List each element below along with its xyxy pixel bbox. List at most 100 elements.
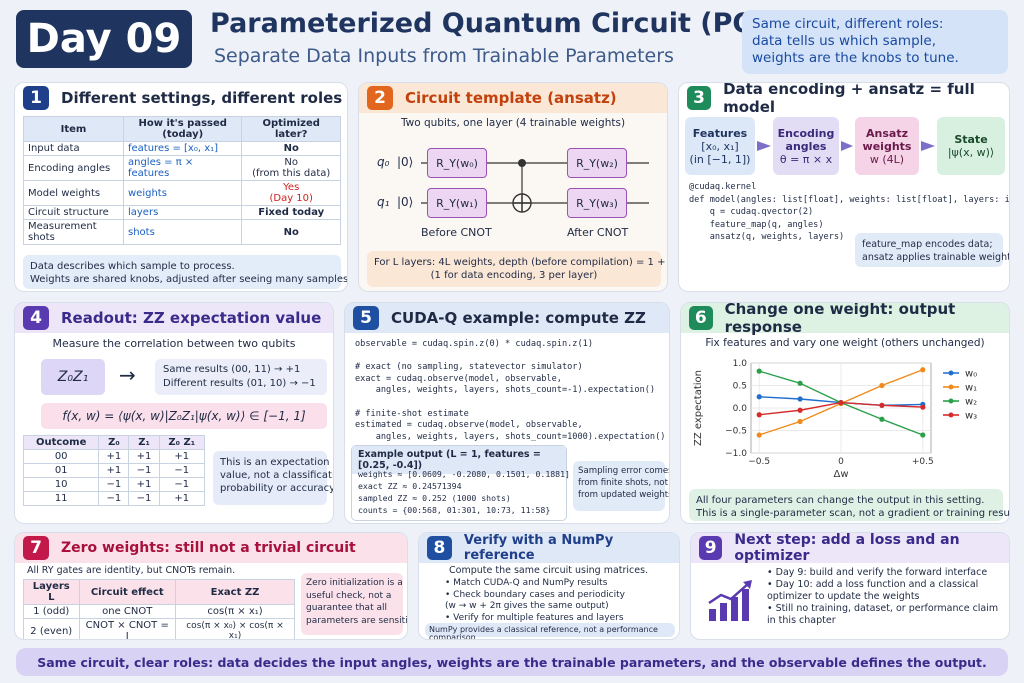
panel-number: 8 [427, 536, 452, 560]
cell: 2 (even) [23, 618, 80, 639]
zero-table: Layers L Circuit effect Exact ZZ 1 (odd) on… [23, 579, 295, 639]
legend-marker [948, 370, 954, 376]
x-tick-label: +0.5 [912, 457, 934, 467]
output-title: Example output (L = 1, features = [0.25,… [352, 446, 566, 474]
y-axis-label: ZZ expectation [693, 370, 704, 446]
col-header: Outcome [22, 435, 100, 450]
ry-gate-w3: R_Y(w₃) [567, 188, 627, 218]
panel-full-model: 3 Data encoding + ansatz = full model Fea… [678, 82, 1010, 292]
y-tick-label: −0.5 [725, 427, 747, 437]
ket-1: |0⟩ [397, 195, 414, 209]
ansatz-note: For L layers: 4L weights, depth (before … [367, 251, 665, 287]
panel-cudaq: 5 CUDA-Q example: compute ZZ observable =… [344, 302, 670, 524]
panel-number: 2 [367, 86, 393, 110]
data-point [756, 394, 762, 400]
cell: No (from this data) [241, 155, 341, 181]
expectation-formula: f(x, w) = ⟨ψ(x, w)|Z₀Z₁|ψ(x, w)⟩ ∈ [−1, … [41, 403, 327, 429]
cell: 1 (odd) [23, 604, 80, 619]
cell: Encoding angles [23, 155, 124, 181]
cell: Input data [23, 141, 124, 156]
cell: features = [x₀, x₁] [122, 141, 243, 156]
cell: +1 [98, 463, 130, 478]
numpy-note: NumPy provides a classical reference, no… [425, 623, 675, 639]
legend-marker [948, 384, 954, 390]
data-point [797, 418, 803, 425]
next-list: • Day 9: build and verify the forward in… [767, 567, 999, 626]
legend-label: w₂ [965, 397, 977, 408]
cell: No [241, 141, 341, 156]
header-callout: Same circuit, different roles: data tell… [742, 10, 1008, 74]
zero-sub: All RY gates are identity, but CNOTs rem… [27, 565, 236, 576]
panel-title: Zero weights: still not a trivial circui… [61, 540, 356, 556]
day-badge: Day 09 [16, 10, 192, 68]
cell: +1 [158, 491, 206, 506]
panel-number: 9 [699, 536, 723, 560]
panel-number: 7 [23, 536, 49, 560]
cell: angles = π × features [122, 155, 243, 181]
cell: CNOT × CNOT = I [78, 618, 177, 639]
col-header: Optimized later? [241, 116, 341, 142]
scan-note: All four parameters can change the outpu… [689, 489, 1009, 521]
cell: +1 [158, 449, 206, 464]
panel-number: 3 [687, 86, 712, 110]
qubit-0-label: q₀ [377, 155, 390, 169]
growth-chart-icon [708, 580, 752, 621]
before-cnot-label: Before CNOT [421, 226, 492, 239]
panel-numpy: 8 Verify with a NumPy reference Compute t… [418, 532, 680, 640]
panel-next-step: 9 Next step: add a loss and an optimizer … [690, 532, 1010, 640]
sampling-note: Sampling error comes from finite shots, … [573, 461, 669, 511]
x-tick-label: 0 [838, 457, 844, 467]
data-point [879, 382, 885, 389]
col-header: Exact ZZ [175, 579, 295, 605]
cell: 11 [22, 491, 100, 506]
panel-weight-scan: 6 Change one weight: output response Fix … [680, 302, 1010, 524]
data-point [756, 432, 762, 438]
data-point [797, 407, 803, 413]
panel-title: Verify with a NumPy reference [463, 533, 614, 563]
cnot-control [518, 159, 526, 167]
cell: −1 [158, 463, 206, 478]
legend-marker [948, 398, 954, 404]
cell: 01 [22, 463, 100, 478]
cell: −1 [98, 491, 130, 506]
panel-title: Circuit template (ansatz) [405, 89, 617, 107]
scan-sub: Fix features and vary one weight (others… [705, 337, 985, 349]
footer-banner: Same circuit, clear roles: data decides … [16, 648, 1008, 676]
flow-encoding: Encoding angles θ = π × x [773, 117, 839, 175]
data-point [797, 396, 803, 402]
panel-title: Data encoding + ansatz = full model [723, 82, 975, 116]
qubit-1-label: q₁ [377, 195, 390, 209]
cell: Measurement shots [23, 219, 124, 245]
data-point [756, 412, 762, 418]
cell: Circuit structure [23, 205, 124, 220]
flow-state: State |ψ(x, w)⟩ [937, 117, 1005, 175]
roles-note: Data describes which sample to process. … [23, 255, 347, 289]
panel-title: Different settings, different roles [61, 89, 343, 107]
col-header: Z₁ [128, 435, 160, 450]
col-header: Layers L [23, 579, 80, 605]
data-point [920, 367, 926, 373]
data-point [797, 380, 803, 386]
cell: +1 [98, 449, 130, 464]
x-tick-label: −0.5 [748, 457, 770, 467]
cell: weights [122, 180, 243, 206]
cell: Fixed today [241, 205, 341, 220]
cell: −1 [128, 491, 160, 506]
legend-label: w₀ [965, 369, 977, 380]
roles-table: Item How it's passed (today) Optimized lat… [23, 116, 341, 245]
page-title: Parameterized Quantum Circuit (PQC) [210, 8, 788, 39]
cell: −1 [158, 477, 206, 492]
col-header: Item [23, 116, 124, 142]
cell: Yes (Day 10) [241, 180, 341, 206]
cell: 00 [22, 449, 100, 464]
zero-note: Zero initialization is a useful check, n… [301, 573, 407, 635]
numpy-list: • Match CUDA-Q and NumPy results • Check… [445, 578, 625, 623]
numpy-sub: Compute the same circuit using matrices. [449, 565, 649, 576]
outcome-table: Outcome Z₀ Z₁ Z₀ Z₁ 00 +1 +1 +1 01 +1 −1 −1 10 −1 +… [22, 435, 206, 506]
cell: +1 [128, 477, 160, 492]
ry-gate-w2: R_Y(w₂) [567, 148, 627, 178]
flow-arrows [757, 141, 935, 151]
panel-number: 1 [23, 86, 49, 110]
y-tick-label: 0.5 [733, 382, 747, 392]
